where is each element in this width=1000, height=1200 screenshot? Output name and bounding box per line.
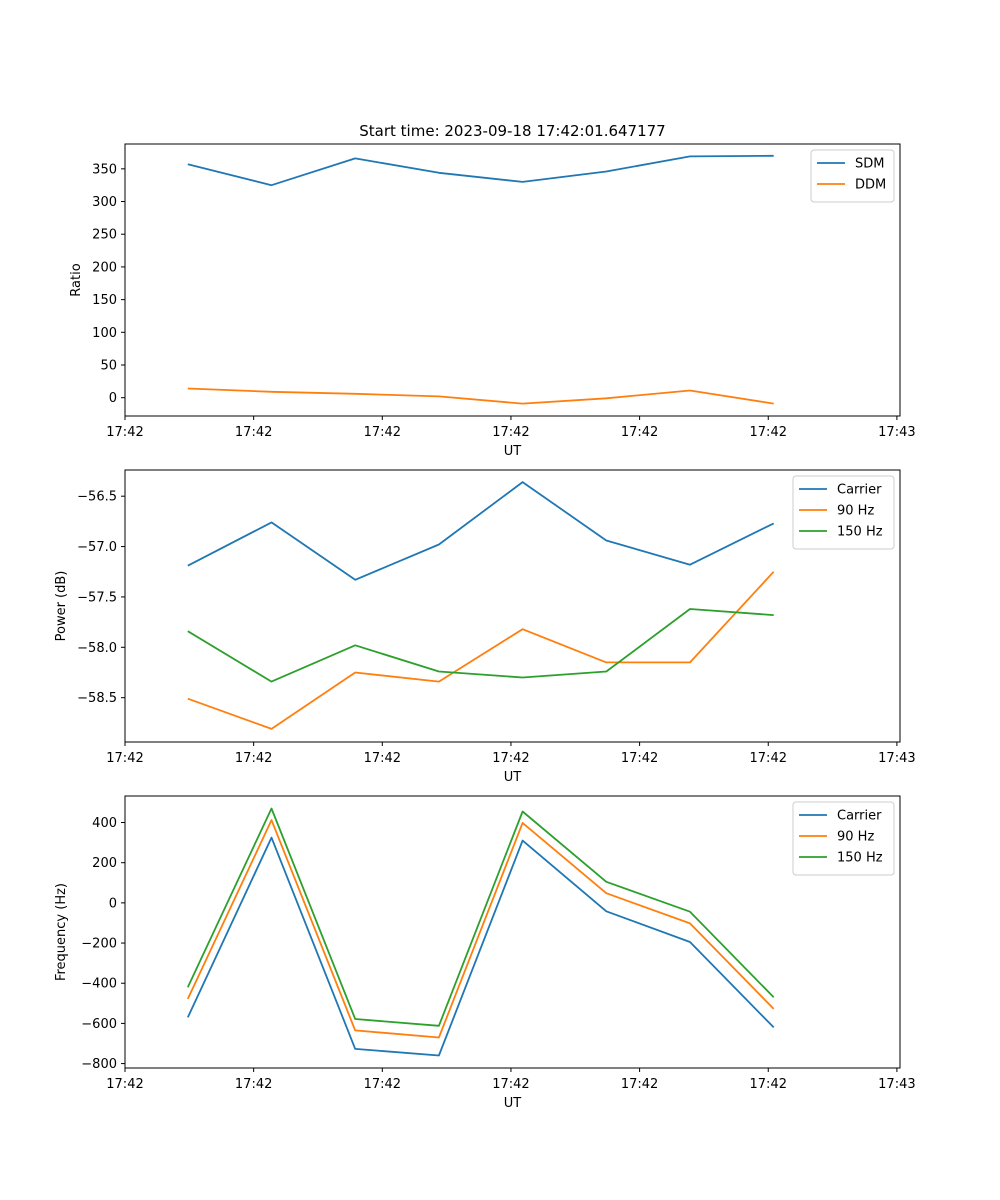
ratio-series-ddm-line — [187, 387, 774, 405]
ratio-x-tick-label: 17:42 — [621, 425, 658, 440]
power-x-tick-label: 17:43 — [878, 751, 915, 766]
ratio-x-tick-label: 17:42 — [235, 425, 272, 440]
power-y-tick-label: −56.5 — [77, 490, 117, 505]
power-x-tick-label: 17:42 — [235, 751, 272, 766]
power-y-tick-label: −58.5 — [77, 691, 117, 706]
frequency-y-tick-label: 200 — [92, 856, 117, 871]
power-x-tick-label: 17:42 — [364, 751, 401, 766]
power-y-tick-label: −58.0 — [77, 641, 117, 656]
frequency-y-tick-label: −400 — [81, 977, 117, 992]
ratio-y-tick-label: 200 — [92, 260, 117, 275]
ratio-y-tick-label: 50 — [100, 359, 117, 374]
ratio-legend-label-sdm: SDM — [855, 157, 884, 172]
frequency-x-tick-label: 17:42 — [750, 1077, 787, 1092]
frequency-y-axis-label: Frequency (Hz) — [54, 883, 69, 981]
frequency-x-tick-label: 17:42 — [235, 1077, 272, 1092]
frequency-y-tick-label: −600 — [81, 1017, 117, 1032]
frequency-y-tick-label: 400 — [92, 816, 117, 831]
power-y-tick-label: −57.5 — [77, 590, 117, 605]
power-series-90-hz-line — [187, 571, 775, 730]
power-legend-label-90-hz: 90 Hz — [837, 504, 874, 519]
frequency-x-tick-label: 17:42 — [364, 1077, 401, 1092]
ratio-axes-frame — [124, 143, 901, 417]
ratio-y-tick-label: 0 — [109, 391, 117, 406]
frequency-x-tick-label: 17:43 — [878, 1077, 915, 1092]
ratio-x-tick-label: 17:42 — [750, 425, 787, 440]
power-x-tick-label: 17:42 — [621, 751, 658, 766]
power-x-tick-label: 17:42 — [106, 751, 143, 766]
power-axes-frame — [124, 469, 901, 743]
ratio-y-tick-label: 100 — [92, 326, 117, 341]
frequency-y-tick-label: 0 — [109, 896, 117, 911]
power-series-carrier-line — [187, 481, 775, 581]
ratio-x-axis-label: UT — [504, 444, 522, 459]
frequency-series-carrier-line — [186, 836, 775, 1057]
ratio-y-tick-label: 150 — [92, 293, 117, 308]
frequency-x-tick-label: 17:42 — [492, 1077, 529, 1092]
frequency-series-150-hz-line — [186, 807, 775, 1027]
power-x-tick-label: 17:42 — [492, 751, 529, 766]
ratio-y-tick-label: 350 — [92, 162, 117, 177]
ratio-legend-label-ddm: DDM — [855, 178, 886, 193]
frequency-axes-frame — [124, 795, 901, 1069]
ratio-y-axis-label: Ratio — [69, 263, 84, 296]
power-x-axis-label: UT — [504, 770, 522, 785]
power-x-tick-label: 17:42 — [750, 751, 787, 766]
ratio-y-tick-label: 250 — [92, 228, 117, 243]
frequency-series-90-hz-line — [186, 819, 775, 1039]
frequency-panel: 17:42 17:42 17:42 17:42 17:42 17:42 17:43 400 20… — [54, 795, 916, 1111]
chart-title: Start time: 2023-09-18 17:42:01.647177 — [359, 122, 665, 140]
ratio-x-tick-label: 17:42 — [492, 425, 529, 440]
ratio-x-tick-label: 17:42 — [106, 425, 143, 440]
frequency-x-tick-label: 17:42 — [621, 1077, 658, 1092]
power-panel: 17:42 17:42 17:42 17:42 17:42 17:42 17:43 −56.5… — [54, 469, 916, 785]
ratio-x-tick-label: 17:43 — [878, 425, 915, 440]
frequency-y-tick-label: −800 — [81, 1057, 117, 1072]
frequency-x-axis-label: UT — [504, 1096, 522, 1111]
frequency-legend-label-carrier: Carrier — [837, 809, 882, 824]
ratio-series-sdm-line — [187, 154, 774, 187]
power-y-axis-label: Power (dB) — [54, 571, 69, 642]
ratio-x-tick-label: 17:42 — [364, 425, 401, 440]
frequency-x-tick-label: 17:42 — [106, 1077, 143, 1092]
frequency-y-tick-label: −200 — [81, 937, 117, 952]
power-legend-label-carrier: Carrier — [837, 483, 882, 498]
frequency-legend-label-90-hz: 90 Hz — [837, 830, 874, 845]
power-series-150-hz-line — [187, 608, 774, 683]
frequency-legend-label-150-hz: 150 Hz — [837, 851, 883, 866]
ratio-y-tick-label: 300 — [92, 195, 117, 210]
ratio-panel: 17:42 17:42 17:42 17:42 17:42 17:42 17:43 0 50 10… — [69, 143, 916, 459]
power-y-tick-label: −57.0 — [77, 540, 117, 555]
power-legend-label-150-hz: 150 Hz — [837, 525, 883, 540]
